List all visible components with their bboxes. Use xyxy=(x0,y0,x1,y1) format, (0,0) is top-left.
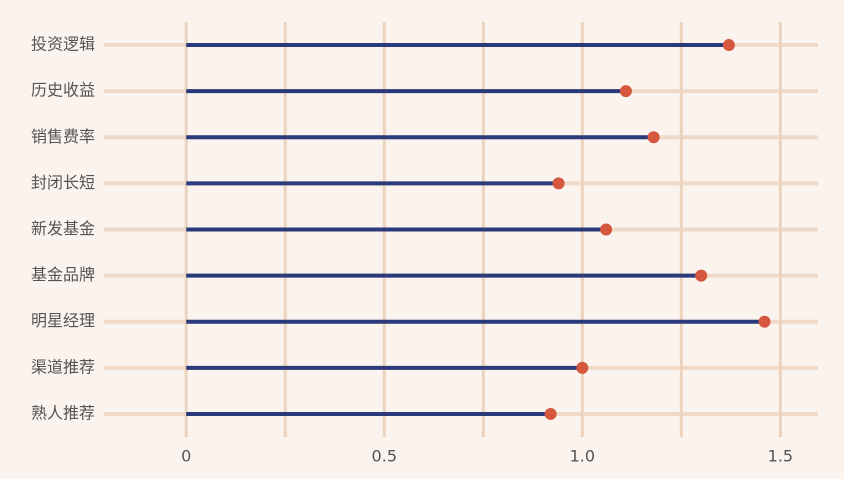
y-tick-label: 基金品牌 xyxy=(31,265,95,284)
dot xyxy=(619,85,632,98)
dot xyxy=(552,177,565,190)
y-tick-label: 明星经理 xyxy=(31,311,95,330)
dot xyxy=(600,223,613,236)
x-tick-label: 0.5 xyxy=(372,447,397,466)
x-tick-label: 1.0 xyxy=(570,447,595,466)
dot xyxy=(722,39,735,52)
y-tick-label: 历史收益 xyxy=(31,81,95,100)
y-tick-label: 投资逻辑 xyxy=(31,35,95,54)
dot xyxy=(647,131,660,144)
dot xyxy=(758,315,771,328)
dot xyxy=(576,361,589,374)
y-tick-label: 销售费率 xyxy=(31,127,95,146)
dot xyxy=(695,269,708,282)
x-tick-label: 0 xyxy=(181,447,191,466)
y-tick-label: 新发基金 xyxy=(31,219,95,238)
x-tick-label: 1.5 xyxy=(768,447,793,466)
dot xyxy=(544,407,557,420)
y-tick-label: 熟人推荐 xyxy=(31,403,95,422)
y-tick-label: 渠道推荐 xyxy=(31,357,95,376)
y-tick-label: 封闭长短 xyxy=(31,173,95,192)
